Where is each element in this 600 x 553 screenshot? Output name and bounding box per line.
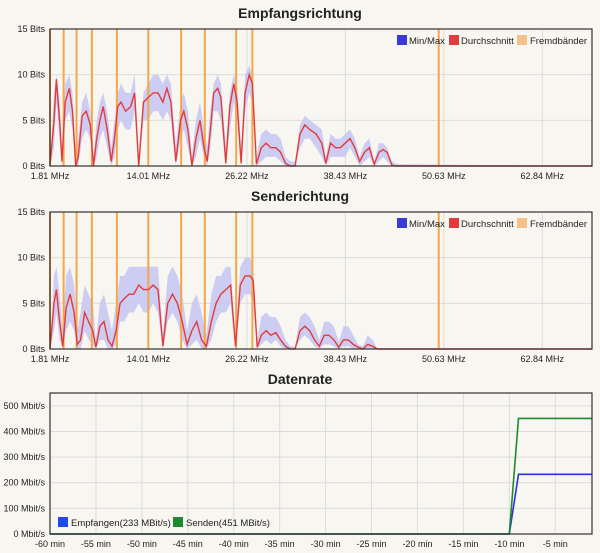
chart1-legend: Min/Max Durchschnitt Fremdbänder: [397, 35, 587, 47]
chart2-ytick-0: 15 Bits: [17, 207, 45, 217]
chart2-ytick-1: 10 Bits: [17, 253, 45, 263]
chart1-ytick-0: 15 Bits: [17, 24, 45, 34]
chart3-legend-empfangen-swatch: [58, 517, 68, 527]
chart2-legend-avg-swatch: [449, 218, 459, 228]
chart2-avg-line: [49, 275, 592, 350]
chart2-legend-foreign-swatch: [517, 218, 527, 228]
chart3-xtick-1: -55 min: [81, 539, 111, 549]
chart1-legend-avg-swatch: [449, 35, 459, 45]
chart3-title: Datenrate: [268, 371, 333, 387]
chart2-xtick-3: 38.43 MHz: [324, 354, 368, 364]
chart1-legend-avg: Durchschnitt: [461, 36, 514, 47]
chart1-legend-foreign: Fremdbänder: [530, 36, 587, 47]
chart3-xtick-2: -50 min: [127, 539, 157, 549]
chart3-legend: Empfangen(233 MBit/s) Senden(451 MBit/s): [58, 517, 270, 529]
chart3-ytick-3: 200 Mbit/s: [3, 478, 45, 488]
chart3-xtick-3: -45 min: [173, 539, 203, 549]
chart3-plot-bg: [50, 393, 592, 534]
chart3-ytick-1: 400 Mbit/s: [3, 426, 45, 436]
chart2-title: Senderichtung: [251, 188, 349, 204]
chart2-minmax-band: [50, 257, 592, 349]
chart1-legend-minmax: Min/Max: [409, 36, 445, 47]
chart1-avg-line: [49, 72, 592, 167]
chart3-xtick-0: -60 min: [35, 539, 65, 549]
chart3-xtick-5: -35 min: [265, 539, 295, 549]
chart1-ytick-3: 0 Bits: [22, 161, 45, 171]
chart2-legend: Min/Max Durchschnitt Fremdbänder: [397, 218, 587, 230]
chart3-xtick-9: -15 min: [448, 539, 478, 549]
chart1-xtick-3: 38.43 MHz: [324, 171, 368, 181]
chart1-xtick-0: 1.81 MHz: [31, 171, 70, 181]
chart2-xtick-4: 50.63 MHz: [422, 354, 466, 364]
chart2-legend-minmax-swatch: [397, 218, 407, 228]
chart2-ytick-2: 5 Bits: [22, 298, 45, 308]
chart2-xtick-1: 14.01 MHz: [127, 354, 171, 364]
chart3-xtick-6: -30 min: [311, 539, 341, 549]
chart1-ytick-2: 5 Bits: [22, 115, 45, 125]
chart1-ytick-1: 10 Bits: [17, 70, 45, 80]
chart3-ytick-2: 300 Mbit/s: [3, 452, 45, 462]
chart2-xtick-5: 62.84 MHz: [521, 354, 565, 364]
chart3-legend-senden-swatch: [173, 517, 183, 527]
chart1-xtick-4: 50.63 MHz: [422, 171, 466, 181]
chart2-legend-minmax: Min/Max: [409, 219, 445, 230]
chart1-xtick-5: 62.84 MHz: [521, 171, 565, 181]
chart1-frame: [49, 28, 593, 167]
chart1-minmax-band: [50, 65, 592, 166]
chart2-frame: [49, 211, 593, 350]
chart1-legend-minmax-swatch: [397, 35, 407, 45]
chart2-legend-avg: Durchschnitt: [461, 219, 514, 230]
chart3-ytick-4: 100 Mbit/s: [3, 503, 45, 513]
chart2-ytick-3: 0 Bits: [22, 344, 45, 354]
chart2-xtick-2: 26.22 MHz: [225, 354, 269, 364]
chart3-xtick-10: -10 min: [494, 539, 524, 549]
chart1-title: Empfangsrichtung: [238, 5, 362, 21]
chart3-xtick-8: -20 min: [402, 539, 432, 549]
chart1-legend-foreign-swatch: [517, 35, 527, 45]
chart3-ytick-0: 500 Mbit/s: [3, 401, 45, 411]
chart3-xtick-7: -25 min: [357, 539, 387, 549]
chart3-xtick-11: -5 min: [543, 539, 568, 549]
chart3-legend-empfangen: Empfangen(233 MBit/s): [71, 518, 171, 529]
chart3-frame: [49, 392, 593, 535]
chart3-plot: 500 Mbit/s 400 Mbit/s 300 Mbit/s 200 Mbit/s…: [3, 392, 593, 549]
chart1-xtick-2: 26.22 MHz: [225, 171, 269, 181]
chart3-xtick-4: -40 min: [219, 539, 249, 549]
chart1-xtick-1: 14.01 MHz: [127, 171, 171, 181]
chart2-xtick-0: 1.81 MHz: [31, 354, 70, 364]
chart3-ytick-5: 0 Mbit/s: [13, 529, 45, 539]
chart2-legend-foreign: Fremdbänder: [530, 219, 587, 230]
chart3-legend-senden: Senden(451 MBit/s): [186, 518, 270, 529]
